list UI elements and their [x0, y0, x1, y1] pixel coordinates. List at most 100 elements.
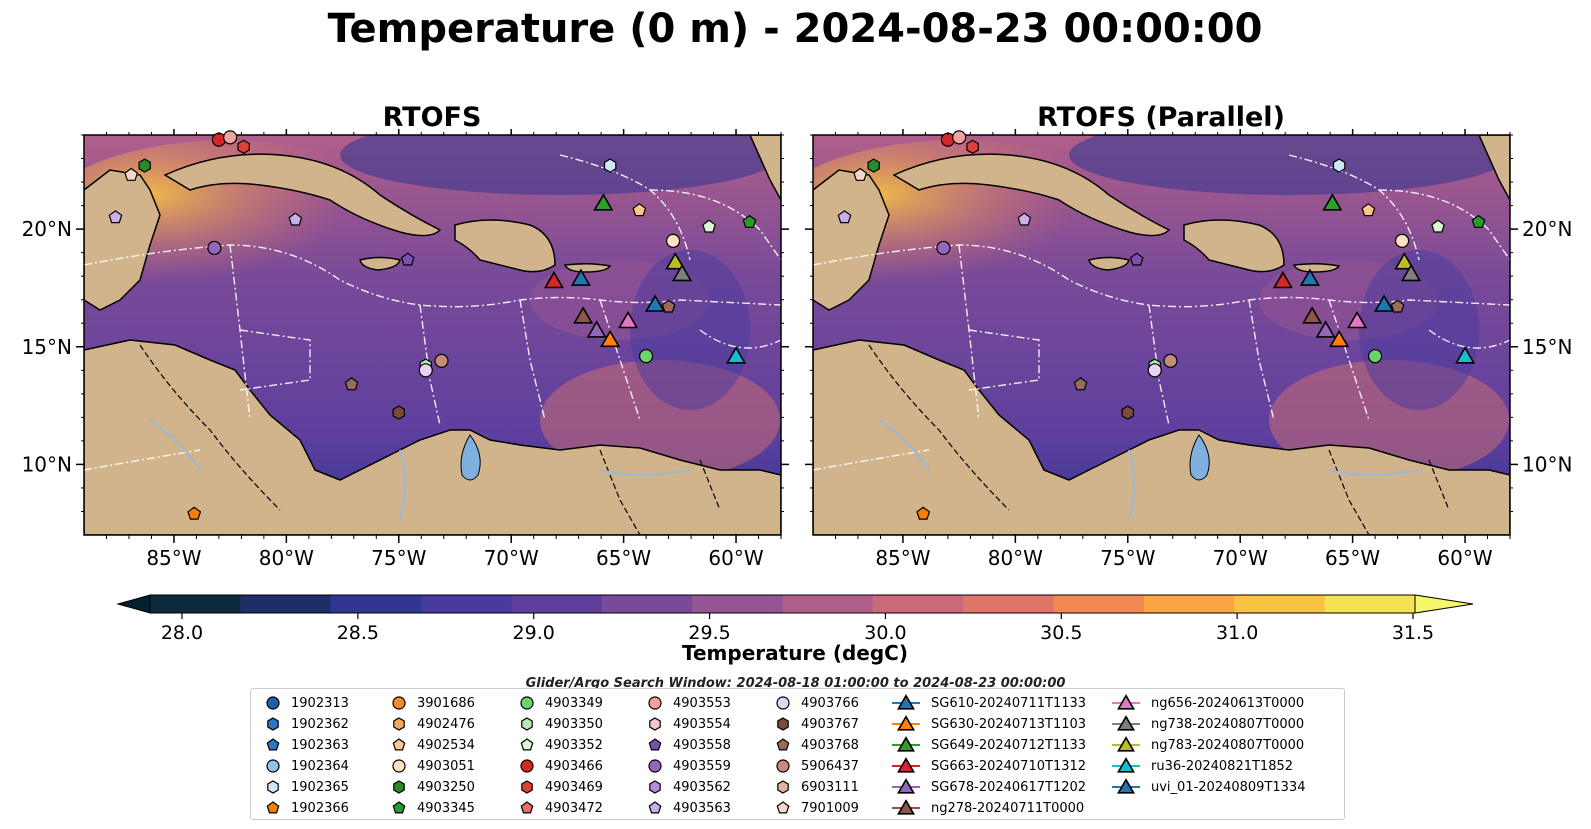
colorbar-segment	[1324, 595, 1416, 613]
legend-label: SG663-20240710T1312	[931, 758, 1087, 774]
legend-label: 4903349	[545, 695, 603, 711]
colorbar-tick-label: 31.0	[1216, 622, 1258, 644]
colorbar-tick-label: 29.5	[688, 622, 730, 644]
marker-1902365	[603, 158, 617, 173]
lat-tick-label: 15°N	[1522, 335, 1572, 359]
legend-item: ng783-20240807T0000	[1111, 735, 1304, 755]
marker-4903559	[207, 240, 222, 256]
legend-label: 4903558	[673, 737, 731, 753]
legend-label: ru36-20240821T1852	[1151, 758, 1294, 774]
lat-tick-label: 20°N	[1522, 217, 1572, 241]
legend-marker-circle-icon	[266, 696, 280, 710]
marker-4903768	[661, 299, 676, 313]
legend-hexagon-icon	[777, 780, 789, 794]
marker-4903250	[138, 158, 151, 173]
legend-marker-hexagon-icon	[777, 780, 789, 794]
marker-4903345	[742, 214, 757, 228]
legend-label: 4903767	[801, 716, 859, 732]
marker-4903563	[288, 212, 303, 226]
legend-marker-triangle-icon	[1112, 778, 1140, 794]
lon-tick-label: 60°W	[708, 546, 763, 570]
marker-4903768	[1073, 377, 1088, 391]
legend-marker-triangle-icon	[892, 715, 920, 731]
legend-item: 4903345	[391, 798, 475, 818]
legend-item: SG610-20240711T1133	[891, 693, 1086, 713]
legend-label: 6903111	[801, 779, 859, 795]
legend-hexagon-icon	[777, 717, 789, 731]
lon-tick-label: 85°W	[875, 546, 930, 570]
legend-triangle-icon	[897, 778, 915, 794]
marker-ng278-20240711T0000	[1302, 306, 1323, 324]
legend-hexagon-icon	[393, 717, 405, 731]
marker-4903352	[1431, 219, 1445, 233]
legend-item: 6903111	[775, 777, 859, 797]
legend-item: 4903250	[391, 777, 475, 797]
lon-tick-label: 70°W	[484, 546, 539, 570]
legend-item: 1902364	[265, 756, 349, 776]
legend-label: 4903350	[545, 716, 603, 732]
legend-pentagon-icon	[776, 738, 790, 751]
legend-label: 4903554	[673, 716, 731, 732]
legend-circle-icon	[648, 759, 662, 773]
legend-label: 4903472	[545, 800, 603, 816]
legend-label: SG610-20240711T1133	[931, 695, 1087, 711]
colorbar-segment	[1053, 595, 1145, 613]
legend: 1902313 1902362 1902363 1902364 1902365 19023…	[250, 688, 1345, 820]
marker-4902534	[632, 203, 647, 217]
legend-label: 3901686	[417, 695, 475, 711]
legend-pentagon-icon	[266, 801, 280, 814]
colorbar-label: Temperature (degC)	[682, 641, 908, 665]
marker-SG663-20240710T1312	[543, 270, 564, 289]
legend-triangle-icon	[897, 799, 915, 815]
legend-item: 4903352	[519, 735, 603, 755]
marker-SG678-20240617T1202	[586, 320, 607, 338]
markers-layer-rtofs	[108, 130, 757, 520]
marker-SG649-20240712T1133	[593, 193, 614, 211]
colorbar-segment	[692, 595, 784, 613]
marker-4903766	[418, 363, 433, 378]
marker-5906437	[434, 353, 449, 368]
axis-ticks-rtofs: 85°W 80°W 75°W 70°W 65°W 60°W 20°N 15°N 10°N	[22, 129, 789, 570]
colorbar-segment	[421, 595, 513, 613]
lat-tick-label: 15°N	[22, 335, 72, 359]
legend-marker-pentagon-icon	[392, 801, 406, 814]
legend-marker-hexagon-icon	[267, 717, 279, 731]
legend-marker-hexagon-icon	[521, 780, 533, 794]
legend-marker-pentagon-icon	[392, 738, 406, 751]
map-panel-rtofs-parallel: RTOFS (Parallel)	[805, 102, 1572, 570]
colorbar-segment	[511, 595, 603, 613]
legend-circle-icon	[520, 759, 534, 773]
legend-triangle-icon	[897, 694, 915, 710]
marker-4903051	[665, 233, 681, 248]
marker-1902366	[916, 506, 931, 520]
legend-label: 5906437	[801, 758, 859, 774]
legend-item: 4902534	[391, 735, 475, 755]
legend-item: 4903349	[519, 693, 603, 713]
legend-triangle-icon	[897, 736, 915, 752]
legend-pentagon-icon	[520, 801, 534, 814]
marker-4903767	[1121, 405, 1135, 420]
marker-4903469	[237, 139, 250, 154]
legend-triangle-icon	[1117, 757, 1135, 773]
legend-pentagon-icon	[776, 801, 790, 814]
colorbar-segment	[963, 595, 1055, 613]
legend-marker-hexagon-icon	[267, 780, 279, 794]
marker-ng656-20240613T0000	[618, 310, 639, 329]
colorbar-tick-label: 29.0	[513, 622, 555, 644]
lon-tick-label: 75°W	[371, 546, 426, 570]
legend-item: 4903466	[519, 756, 603, 776]
marker-ng656-20240613T0000	[1347, 310, 1368, 329]
panel-title: RTOFS (Parallel)	[1037, 102, 1285, 133]
legend-item: 1902366	[265, 798, 349, 818]
lon-tick-label: 80°W	[259, 546, 314, 570]
legend-marker-circle-icon	[648, 696, 662, 710]
legend-item: 4903469	[519, 777, 603, 797]
marker-4903553	[952, 130, 967, 145]
legend-hexagon-icon	[521, 717, 533, 731]
legend-item: 3901686	[391, 693, 475, 713]
marker-SG649-20240712T1133	[1322, 193, 1343, 211]
legend-label: 1902366	[291, 800, 349, 816]
legend-marker-circle-icon	[520, 696, 534, 710]
marker-1902365	[1332, 158, 1346, 173]
